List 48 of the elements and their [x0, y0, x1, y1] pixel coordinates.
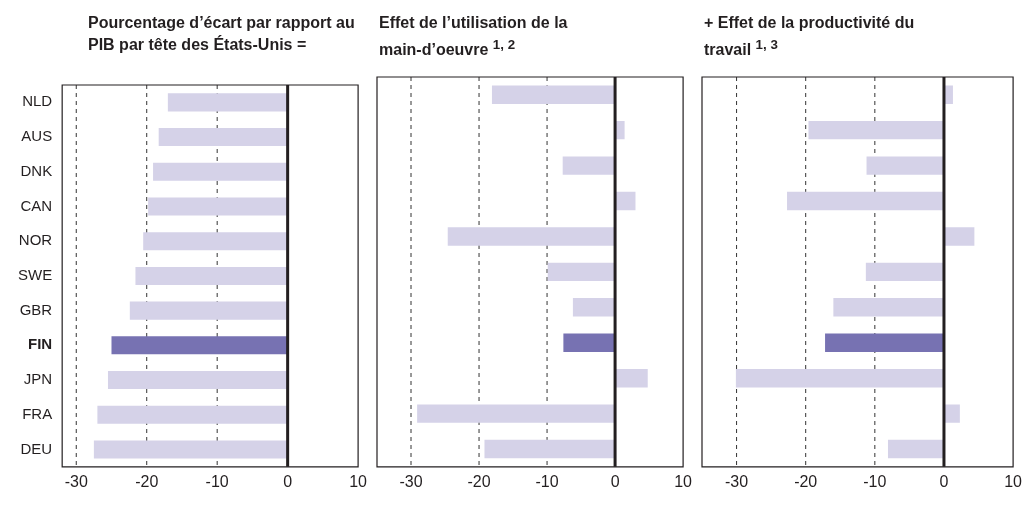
bar: [735, 369, 944, 388]
x-tick-label: -20: [794, 472, 818, 490]
bar: [562, 156, 616, 175]
x-tick-label: -20: [135, 472, 159, 490]
bar: [615, 369, 648, 388]
y-tick-label: FRA: [22, 404, 53, 422]
chart-title: + Effet de la productivité du travail $^{1, 3}$: [704, 13, 916, 61]
x-tick-label: -30: [725, 472, 749, 490]
x-tick-label: 0: [610, 472, 620, 490]
y-tick-label: CAN: [20, 196, 53, 214]
bar: [447, 227, 616, 246]
y-tick-label: NLD: [22, 92, 53, 110]
bar: [865, 262, 944, 282]
bar: [825, 333, 944, 352]
x-tick-label: -10: [535, 472, 559, 490]
bar: [417, 404, 616, 423]
x-tick-label: 0: [283, 472, 293, 490]
y-tick-label: GBR: [19, 300, 53, 318]
x-tick-label: -30: [64, 472, 88, 490]
x-tick-label: 10: [1004, 472, 1023, 490]
x-tick-label: -30: [399, 472, 423, 490]
y-tick-label: DEU: [20, 439, 53, 457]
bar: [833, 298, 944, 317]
y-tick-label: SWE: [18, 266, 53, 284]
x-tick-label: -20: [467, 472, 491, 490]
chart-title: Pourcentage d’écart par rapport au PIB par tête des États-Unis =: [88, 13, 356, 55]
bar: [808, 120, 944, 140]
bar: [866, 156, 944, 175]
bar: [572, 298, 616, 317]
bar: [787, 191, 944, 211]
bar: [563, 333, 616, 352]
x-tick-label: 10: [349, 472, 368, 490]
bar: [491, 85, 616, 104]
x-tick-label: -10: [863, 472, 887, 490]
x-tick-label: 10: [674, 472, 693, 490]
y-tick-label: FIN: [28, 335, 53, 353]
y-tick-label: DNK: [20, 161, 53, 179]
bar: [943, 404, 960, 423]
bar: [547, 262, 616, 282]
bar: [887, 439, 944, 459]
x-tick-label: -10: [205, 472, 229, 490]
bar: [484, 439, 616, 459]
y-tick-label: AUS: [21, 127, 53, 145]
y-tick-label: JPN: [23, 370, 53, 388]
y-tick-label: NOR: [18, 231, 53, 249]
x-tick-label: 0: [939, 472, 949, 490]
bar: [943, 227, 975, 246]
chart-title: Effet de l’utilisation de la main-d’oeuvre $^{1, 2}$: [379, 13, 569, 61]
